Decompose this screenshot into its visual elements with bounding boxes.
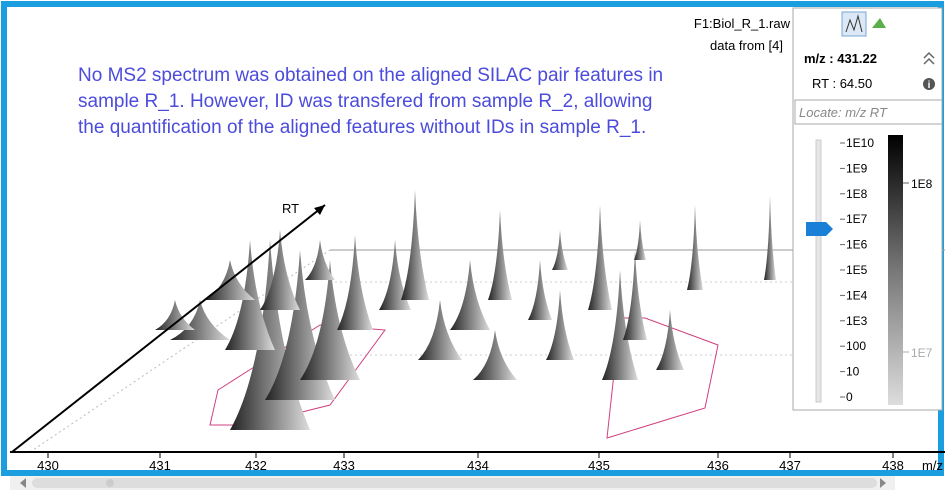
side-panel: m/z : 431.22 RT : 64.50 i Locate: m/z RT… xyxy=(793,8,942,410)
colorbar-label: 1E7 xyxy=(911,346,933,360)
scale-label: 1E3 xyxy=(846,314,868,328)
scale-label: 10 xyxy=(846,365,860,379)
locate-placeholder: Locate: m/z RT xyxy=(799,105,888,120)
x-tick-label: 434 xyxy=(467,458,489,473)
annotation-line: sample R_1. However, ID was transfered f… xyxy=(78,91,652,112)
scale-label: 1E9 xyxy=(846,161,868,175)
scale-label: 1E4 xyxy=(846,288,868,302)
scale-label: 1E7 xyxy=(846,212,868,226)
scroll-thumb[interactable] xyxy=(32,478,877,488)
spectrum-button[interactable] xyxy=(842,12,866,36)
scroll-grip xyxy=(106,479,114,487)
x-tick-label: 432 xyxy=(245,458,267,473)
annotation-line: No MS2 spectrum was obtained on the alig… xyxy=(78,65,663,86)
x-tick-label: 430 xyxy=(37,458,59,473)
info-icon: i xyxy=(928,80,931,91)
x-tick-label: 438 xyxy=(882,458,904,473)
x-tick-label: 431 xyxy=(149,458,171,473)
x-tick-label: 435 xyxy=(588,458,610,473)
x-tick-label: 433 xyxy=(333,458,355,473)
scale-label: 1E10 xyxy=(846,136,874,150)
x-tick-label: 437 xyxy=(779,458,801,473)
data-source: data from [4] xyxy=(710,38,783,53)
colorbar-label: 1E8 xyxy=(911,177,933,191)
colorbar xyxy=(888,135,903,405)
rt-label: RT xyxy=(282,201,299,216)
file-name: F1:Biol_R_1.raw xyxy=(694,16,791,31)
x-tick-label: 436 xyxy=(707,458,729,473)
viewer: RT F1:Biol_R_1.raw data from [4] No MS2 … xyxy=(0,0,945,493)
x-axis-label: m/z xyxy=(922,458,943,473)
scrollbar[interactable] xyxy=(10,476,895,490)
scale-label: 1E6 xyxy=(846,238,868,252)
page: RT F1:Biol_R_1.raw data from [4] No MS2 … xyxy=(0,0,945,493)
rt-readout: RT : 64.50 xyxy=(812,76,872,91)
mz-readout: m/z : 431.22 xyxy=(804,51,877,66)
slider-track xyxy=(816,140,821,402)
scale-label: 1E5 xyxy=(846,263,868,277)
scale-label: 100 xyxy=(846,339,866,353)
scale-label: 0 xyxy=(846,390,853,404)
scale-label: 1E8 xyxy=(846,187,868,201)
annotation-line: the quantification of the aligned featur… xyxy=(78,117,646,138)
